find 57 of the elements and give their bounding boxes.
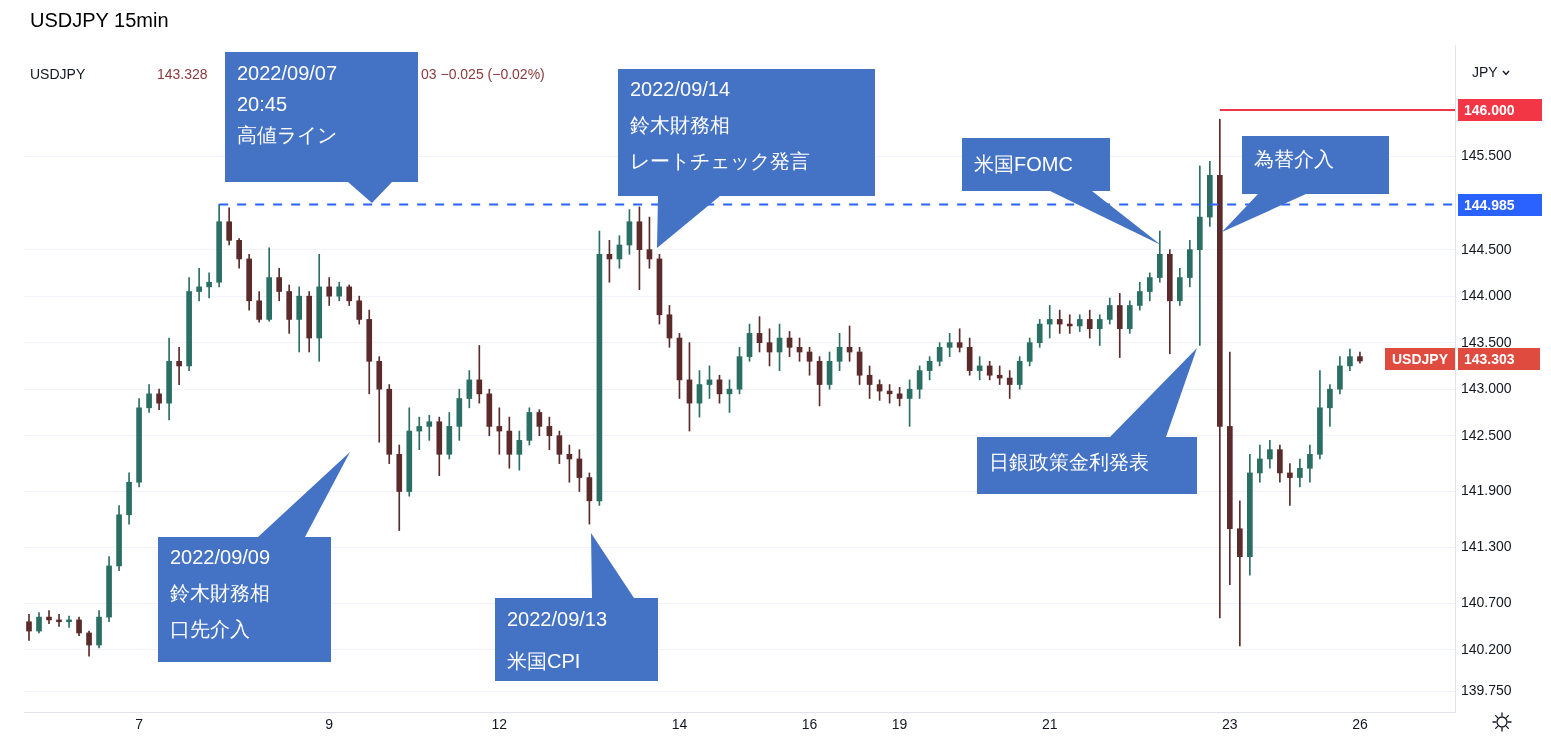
candlestick [476,345,483,404]
candlestick [1056,309,1063,334]
ref-line-label: 144.985 [1458,194,1542,216]
x-tick-label: 19 [891,716,908,733]
annotation: 2022/09/13 [507,607,608,632]
annotation: 2022/09/14 [630,77,731,102]
y-tick-label: 139.750 [1461,682,1512,699]
annotation: USDJPY [1385,348,1455,370]
annotation: 米国CPI [507,649,581,674]
annotation: 高値ライン [237,123,337,148]
x-tick-label: 12 [491,716,508,733]
candlestick [1006,370,1013,399]
chart-title: USDJPY 15min [30,8,169,32]
y-tick-label: 145.500 [1461,147,1512,164]
x-tick-label: 21 [1041,716,1058,733]
y-tick-label: 143.000 [1461,380,1512,397]
candlestick [176,347,182,385]
annotation: 03 −0.025 (−0.02%) [421,66,545,83]
y-tick-label: 141.900 [1461,482,1512,499]
candlestick [996,365,1003,385]
annotation: 2022/09/09 [170,545,271,570]
annotation: 米国FOMC [974,152,1073,177]
y-axis-title: JPY [1472,64,1498,81]
y-tick-label: 140.700 [1461,594,1512,611]
candlestick [1046,305,1053,339]
candlestick [1287,463,1293,506]
y-tick-label: 141.300 [1461,538,1512,555]
candlestick [196,267,202,302]
annotation: 20:45 [237,92,288,117]
x-tick-label: 9 [325,716,334,733]
annotation: USDJPY [30,66,86,83]
annotation: 日銀政策金利発表 [989,450,1149,475]
annotation: 2022/09/07 [237,61,338,86]
y-tick-label: 140.200 [1461,640,1512,657]
x-tick-label: 14 [671,716,688,733]
y-tick-label: 143.500 [1461,333,1512,350]
ref-line-label: 146.000 [1458,99,1542,121]
candlestick [1237,500,1243,647]
candlestick [46,610,52,624]
annotation: 口先介入 [170,617,250,642]
x-tick-label: 26 [1352,716,1368,733]
annotation: 鈴木財務相 [170,581,270,606]
candlestick [426,414,433,441]
x-tick-label: 23 [1222,716,1238,733]
x-tick-label: 7 [135,716,144,733]
annotation: 143.328 [157,66,208,83]
y-tick-label: 142.500 [1461,426,1512,443]
candlestick [416,416,423,450]
y-tick-label: 144.500 [1461,240,1512,257]
annotation: 為替介入 [1254,147,1334,172]
y-tick-label: 144.000 [1461,287,1512,304]
candlestick [206,272,212,299]
x-tick-label: 16 [801,716,818,733]
text: 143.303 [1458,348,1540,370]
candlestick [1196,165,1203,346]
annotation: レートチェック発言 [630,149,810,174]
annotation: 鈴木財務相 [630,113,730,138]
